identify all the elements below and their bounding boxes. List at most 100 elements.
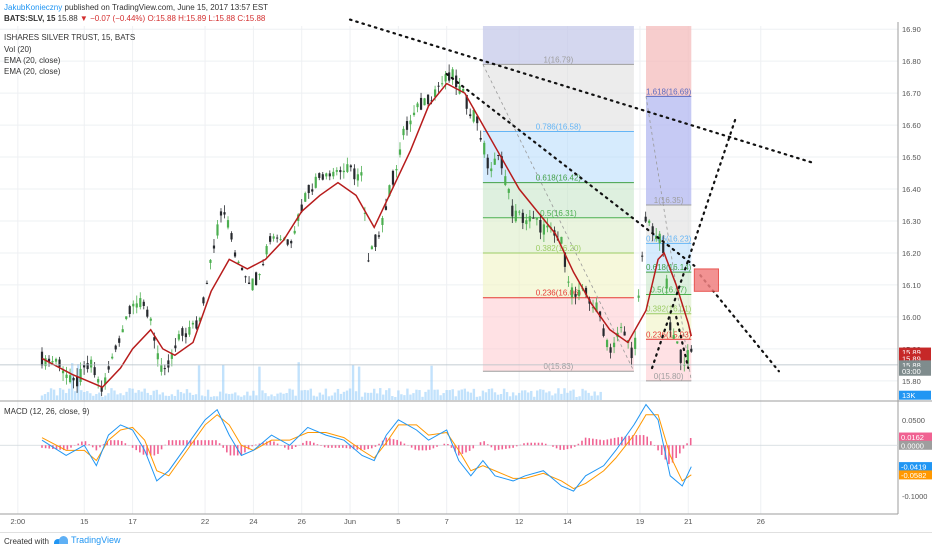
volume-bar xyxy=(101,397,103,400)
macd-histogram-bar xyxy=(646,437,648,446)
macd-histogram-bar xyxy=(378,444,380,446)
chart-canvas[interactable]: 1(16.79)0.786(16.58)0.618(16.42)0.5(16.3… xyxy=(0,0,932,532)
candle-body xyxy=(666,279,668,289)
candle-body xyxy=(441,83,443,84)
macd-histogram-bar xyxy=(99,445,101,447)
ohlc-high: H:15.89 xyxy=(178,14,206,23)
volume-bar xyxy=(156,390,158,400)
time-tick-label: 19 xyxy=(636,517,644,526)
volume-bar xyxy=(74,391,76,400)
candle-body xyxy=(543,224,545,234)
macd-histogram-bar xyxy=(132,445,134,448)
macd-histogram-bar xyxy=(538,443,540,446)
volume-bar xyxy=(165,396,167,400)
legend-vol[interactable]: Vol (20) xyxy=(4,45,32,54)
volume-bar xyxy=(140,392,142,400)
macd-histogram-bar xyxy=(494,445,496,450)
volume-bar xyxy=(400,394,402,400)
volume-bar xyxy=(304,390,306,400)
macd-histogram-bar xyxy=(48,445,50,448)
macd-histogram-bar xyxy=(530,443,532,446)
volume-bar xyxy=(536,391,538,400)
volume-bar xyxy=(473,389,475,400)
legend-macd[interactable]: MACD (12, 26, close, 9) xyxy=(4,407,89,416)
volume-bar xyxy=(503,389,505,400)
price-tick-label: 16.10 xyxy=(902,281,921,290)
macd-histogram-bar xyxy=(596,439,598,445)
volume-bar xyxy=(560,394,562,400)
legend-title[interactable]: ISHARES SILVER TRUST, 15, BATS xyxy=(4,33,135,42)
macd-histogram-bar xyxy=(306,441,308,445)
candle-body xyxy=(223,212,225,214)
volume-bar xyxy=(379,388,381,400)
candle-body xyxy=(381,218,383,225)
macd-histogram-bar xyxy=(291,445,293,449)
volume-bar xyxy=(68,389,70,400)
candle-body xyxy=(690,349,692,352)
candle-body xyxy=(378,235,380,236)
tradingview-brand[interactable]: TradingView xyxy=(54,535,121,545)
candle-body xyxy=(195,320,197,328)
legend-ema-1[interactable]: EMA (20, close) xyxy=(4,56,60,65)
macd-histogram-bar xyxy=(592,439,594,446)
volume-bar xyxy=(364,393,366,400)
volume-bar xyxy=(319,393,321,400)
candle-body xyxy=(111,357,113,359)
legend-ema-2[interactable]: EMA (20, close) xyxy=(4,67,60,76)
macd-histogram-bar xyxy=(317,444,319,445)
candle-body xyxy=(423,98,425,105)
volume-bar xyxy=(382,395,384,400)
volume-bar xyxy=(533,397,535,400)
macd-histogram-bar xyxy=(389,438,391,445)
volume-bar xyxy=(424,392,426,400)
volume-bar xyxy=(370,393,372,400)
volume-bar xyxy=(352,365,354,400)
macd-histogram-bar xyxy=(436,445,438,447)
volume-bar xyxy=(56,395,58,400)
volume-bar xyxy=(125,392,127,400)
candle-body xyxy=(413,113,415,115)
volume-bar xyxy=(180,392,182,400)
volume-bar xyxy=(418,390,420,400)
candle-body xyxy=(125,316,127,319)
volume-bar xyxy=(461,389,463,400)
volume-bar xyxy=(452,389,454,400)
macd-value-label: -0.0582 xyxy=(901,471,926,480)
macd-histogram-bar xyxy=(683,445,685,448)
macd-histogram-bar xyxy=(422,445,424,450)
volume-bar xyxy=(391,396,393,400)
volume-bar xyxy=(249,396,251,400)
author-name[interactable]: JakubKonieczny xyxy=(4,3,62,12)
macd-histogram-bar xyxy=(527,443,529,446)
candle-body xyxy=(58,360,60,367)
macd-histogram-bar xyxy=(607,439,609,445)
volume-bar xyxy=(581,389,583,400)
price-tick-label: 16.30 xyxy=(902,217,921,226)
macd-histogram-bar xyxy=(585,438,587,446)
volume-bar xyxy=(116,394,118,400)
volume-bar xyxy=(122,395,124,400)
volume-bar xyxy=(47,392,49,400)
candle-body xyxy=(65,375,67,378)
volume-bar xyxy=(566,393,568,400)
volume-bar xyxy=(385,390,387,400)
volume-bar xyxy=(110,388,112,400)
macd-histogram-bar xyxy=(295,445,297,447)
candle-body xyxy=(427,95,429,104)
volume-bar xyxy=(153,391,155,400)
candle-body xyxy=(62,371,64,374)
fib-level-label: 1.618(16.69) xyxy=(646,87,692,96)
candle-body xyxy=(371,246,373,249)
volume-bar xyxy=(273,396,275,400)
candle-body xyxy=(308,185,310,193)
volume-bar xyxy=(198,365,200,400)
volume-bar xyxy=(204,396,206,400)
price-label: 03:00 xyxy=(902,367,921,376)
macd-histogram-bar xyxy=(675,445,677,458)
time-tick-label: 14 xyxy=(563,517,571,526)
volume-bar xyxy=(415,390,417,400)
macd-histogram-bar xyxy=(599,440,601,446)
macd-histogram-bar xyxy=(465,445,467,452)
macd-histogram-bar xyxy=(302,443,304,445)
macd-histogram-bar xyxy=(96,445,98,450)
